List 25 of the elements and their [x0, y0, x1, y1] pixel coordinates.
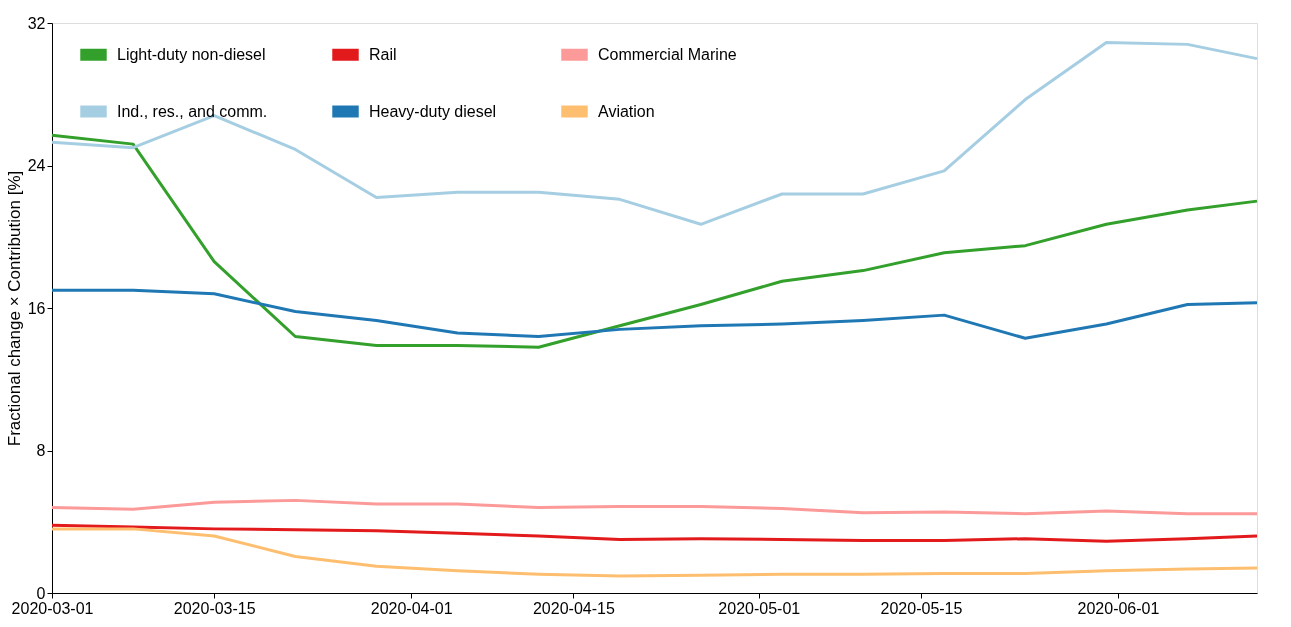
y-tick-label: 24	[27, 157, 46, 174]
line-series	[50, 523, 1259, 543]
x-tick-label: 2020-05-01	[718, 599, 801, 617]
y-tick-label: 32	[27, 14, 46, 32]
legend-label: Commercial Marine	[598, 45, 737, 63]
x-tick-label: 2020-03-01	[11, 599, 94, 617]
y-tick-label: 16	[27, 299, 46, 317]
line-series	[50, 288, 1259, 340]
line-series	[50, 133, 1259, 349]
y-tick-label: 0	[36, 584, 46, 602]
y-axis-title: Fractional change × Contribution [%]	[4, 170, 24, 447]
legend-label: Aviation	[598, 102, 655, 120]
legend-label: Rail	[369, 45, 397, 63]
legend-label: Ind., res., and comm.	[117, 102, 268, 120]
x-tick-label: 2020-03-15	[173, 599, 256, 617]
x-tick-label: 2020-04-01	[370, 599, 453, 617]
legend-label: Light-duty non-diesel	[117, 45, 266, 63]
line-series	[50, 41, 1259, 226]
legend-label: Heavy-duty diesel	[369, 102, 497, 120]
line-series	[50, 527, 1259, 578]
y-tick-label: 8	[36, 442, 46, 459]
x-tick-label: 2020-06-01	[1077, 599, 1160, 617]
line-series	[50, 498, 1259, 516]
x-tick-label: 2020-05-15	[880, 599, 963, 617]
x-tick-label: 2020-04-15	[532, 599, 615, 617]
